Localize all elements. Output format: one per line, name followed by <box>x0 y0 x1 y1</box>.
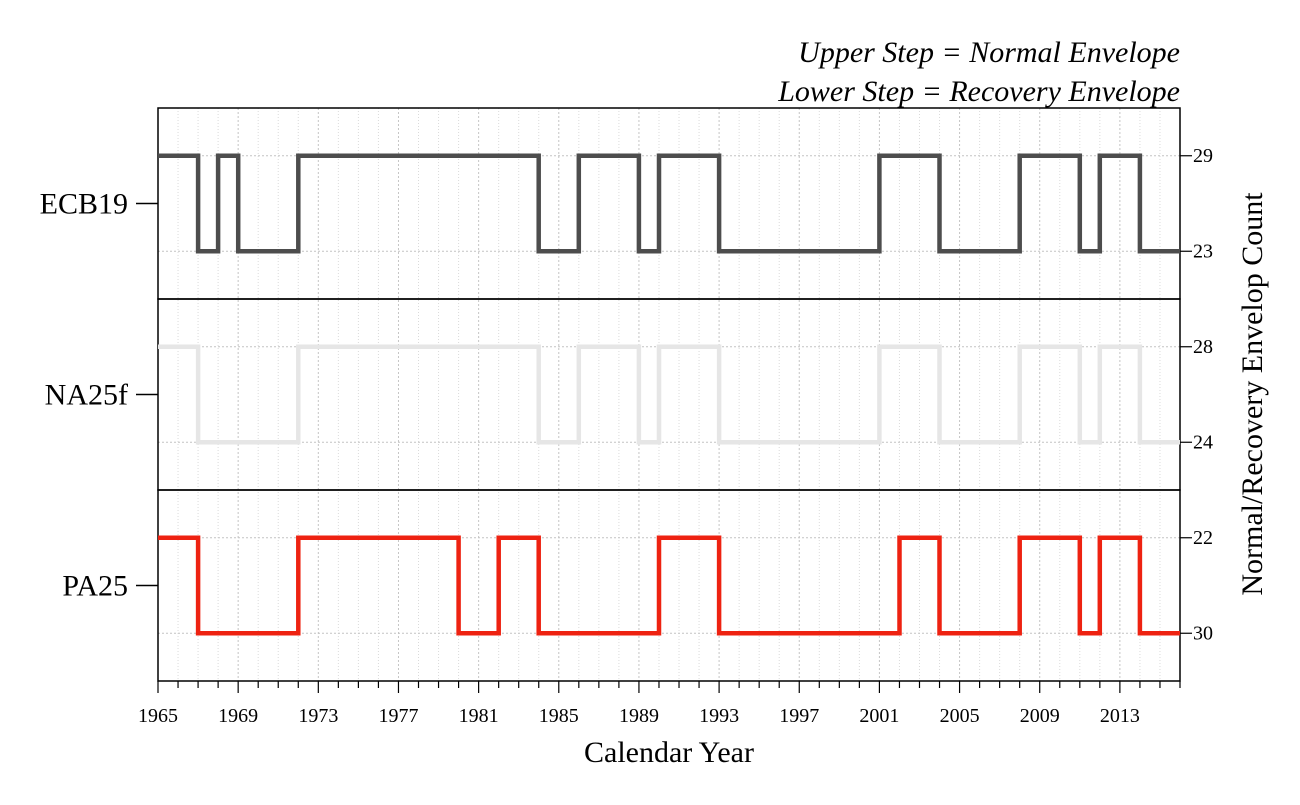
x-tick-label: 2013 <box>1100 705 1140 727</box>
x-tick-label: 1965 <box>138 705 178 727</box>
row-label-pa25: PA25 <box>62 570 128 603</box>
upper-value-label: 29 <box>1193 145 1213 167</box>
step-series-pa25 <box>158 535 1180 636</box>
panel-frame <box>157 107 1181 300</box>
x-tick-label: 1981 <box>459 705 499 727</box>
series-layer <box>158 153 1180 636</box>
step-series-na25f <box>158 344 1180 445</box>
x-tick-label: 1985 <box>539 705 579 727</box>
x-tick-label: 2001 <box>859 705 899 727</box>
panel-layer <box>157 107 1181 682</box>
panel-frame <box>157 489 1181 682</box>
x-tick-label: 1997 <box>779 705 819 727</box>
x-tick-label: 1973 <box>298 705 338 727</box>
grid-layer <box>158 108 1180 681</box>
x-tick-label: 2009 <box>1020 705 1060 727</box>
upper-value-label: 22 <box>1193 527 1213 549</box>
axis-layer: ECB19 29 23 NA25f 28 24 PA25 22 30 1965 1969 1973 19… <box>40 145 1213 727</box>
x-tick-label: 1989 <box>619 705 659 727</box>
legend-line-2: Lower Step = Recovery Envelope <box>777 75 1180 108</box>
x-tick-label: 2005 <box>940 705 980 727</box>
x-tick-label: 1977 <box>378 705 418 727</box>
row-label-na25f: NA25f <box>45 379 128 412</box>
legend-line-1: Upper Step = Normal Envelope <box>798 36 1180 69</box>
lower-value-label: 23 <box>1193 240 1213 262</box>
x-axis-title: Calendar Year <box>584 736 754 769</box>
panel-frame <box>157 298 1181 491</box>
x-tick-label: 1969 <box>218 705 258 727</box>
row-label-ecb19: ECB19 <box>40 188 128 221</box>
lower-value-label: 24 <box>1193 431 1213 453</box>
upper-value-label: 28 <box>1193 336 1213 358</box>
x-tick-label: 1993 <box>699 705 739 727</box>
step-series-ecb19 <box>158 153 1180 254</box>
lower-value-label: 30 <box>1193 622 1213 644</box>
y-axis-title: Normal/Recovery Envelop Count <box>1236 192 1269 596</box>
